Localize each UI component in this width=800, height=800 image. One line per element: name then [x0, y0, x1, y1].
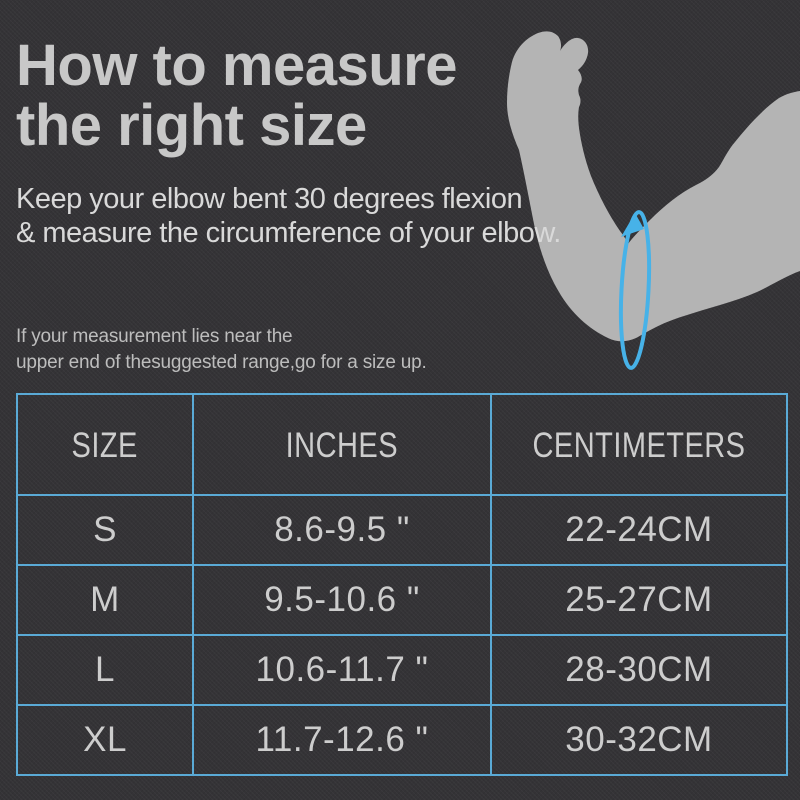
table-row-s: S 8.6-9.5 " 22-24CM — [16, 494, 788, 566]
subtitle-line-1: Keep your elbow bent 30 degrees flexion — [16, 183, 523, 215]
table-row-xl: XL 11.7-12.6 " 30-32CM — [16, 704, 788, 776]
centimeters-cell: 25-27CM — [490, 564, 788, 636]
inches-cell: 8.6-9.5 " — [192, 494, 492, 566]
column-header-size: SIZE — [16, 393, 194, 496]
inches-cell: 9.5-10.6 " — [192, 564, 492, 636]
centimeters-cell: 22-24CM — [490, 494, 788, 566]
centimeters-cell: 30-32CM — [490, 704, 788, 776]
arm-silhouette — [507, 31, 800, 342]
size-cell: S — [16, 494, 194, 566]
title-line-1: How to measure — [16, 33, 458, 98]
inches-cell: 11.7-12.6 " — [192, 704, 492, 776]
note-line-2: upper end of thesuggested range,go for a… — [16, 352, 427, 373]
table-row-m: M 9.5-10.6 " 25-27CM — [16, 564, 788, 636]
title-line-2: the right size — [16, 93, 367, 158]
table-row-l: L 10.6-11.7 " 28-30CM — [16, 634, 788, 706]
sizing-note: If your measurement lies near the upper … — [16, 324, 427, 376]
subtitle-line-2: & measure the circumference of your elbo… — [16, 217, 561, 249]
size-cell: XL — [16, 704, 194, 776]
page-title: How to measure the right size — [16, 33, 458, 158]
note-line-1: If your measurement lies near the — [16, 326, 293, 347]
size-cell: M — [16, 564, 194, 636]
column-header-centimeters: CENTIMETERS — [490, 393, 788, 496]
inches-cell: 10.6-11.7 " — [192, 634, 492, 706]
column-header-inches: INCHES — [192, 393, 492, 496]
centimeters-cell: 28-30CM — [490, 634, 788, 706]
measuring-loop-arrowhead-icon — [621, 213, 644, 237]
size-cell: L — [16, 634, 194, 706]
size-chart-table: SIZE INCHES CENTIMETERS S 8.6-9.5 " 22-2… — [16, 393, 788, 776]
measuring-loop — [618, 210, 652, 370]
measure-instructions: Keep your elbow bent 30 degrees flexion … — [16, 182, 561, 250]
header-row: SIZE INCHES CENTIMETERS — [16, 393, 788, 496]
